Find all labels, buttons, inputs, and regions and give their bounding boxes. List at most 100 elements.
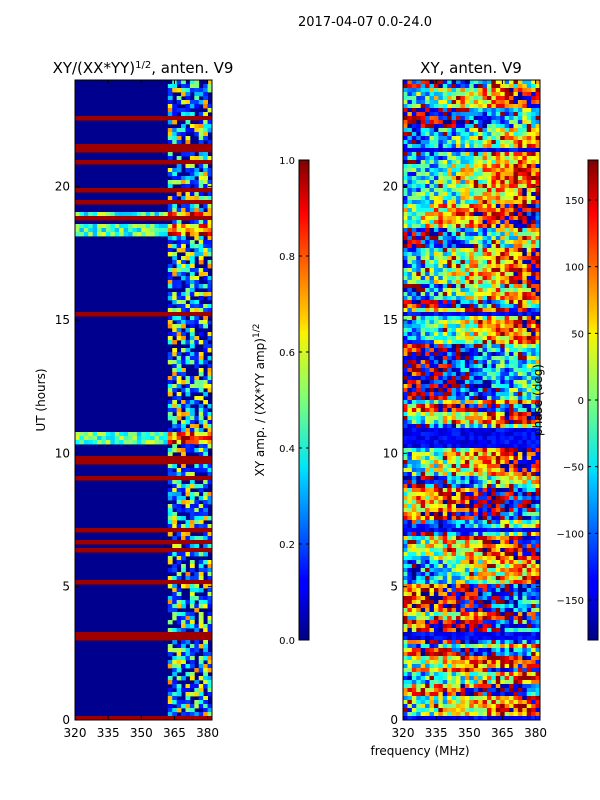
phase-heatmap-cell: [433, 416, 439, 421]
phase-heatmap-cell: [456, 316, 461, 321]
phase-heatmap-cell: [500, 172, 506, 177]
amplitude-heatmap-cell: [132, 632, 138, 637]
amplitude-heatmap-cell: [154, 636, 160, 641]
phase-heatmap-cell: [447, 300, 453, 305]
phase-heatmap-cell: [420, 408, 426, 413]
amplitude-heatmap-cell: [141, 312, 147, 317]
phase-heatmap-cell: [451, 324, 457, 329]
phase-heatmap-cell: [456, 308, 461, 313]
amplitude-heatmap-cell: [198, 260, 204, 265]
amplitude-heatmap-cell: [176, 228, 182, 233]
phase-heatmap-cell: [416, 120, 422, 125]
phase-heatmap-cell: [407, 472, 413, 477]
phase-heatmap-cell: [478, 280, 483, 285]
phase-heatmap-cell: [464, 248, 470, 253]
phase-heatmap-cell: [491, 488, 497, 493]
phase-heatmap-cell: [482, 328, 488, 333]
phase-heatmap-cell: [429, 208, 435, 213]
amplitude-heatmap-cell: [198, 712, 204, 717]
phase-heatmap-cell: [495, 184, 501, 189]
phase-heatmap-cell: [460, 348, 466, 353]
phase-heatmap-cell: [407, 424, 413, 429]
phase-heatmap-cell: [513, 336, 519, 341]
phase-heatmap-cell: [486, 412, 492, 417]
amplitude-heatmap-cell: [132, 200, 138, 205]
phase-heatmap-cell: [416, 340, 422, 345]
phase-heatmap-cell: [504, 380, 510, 385]
phase-heatmap-cell: [478, 208, 483, 213]
amplitude-heatmap-cell: [141, 188, 147, 193]
phase-heatmap-cell: [438, 252, 444, 257]
phase-heatmap-cell: [513, 468, 519, 473]
phase-heatmap-cell: [433, 232, 439, 237]
phase-heatmap-cell: [407, 388, 413, 393]
phase-heatmap-cell: [420, 100, 426, 105]
amplitude-heatmap-cell: [181, 456, 186, 461]
phase-heatmap-cell: [513, 356, 519, 361]
phase-heatmap-cell: [464, 204, 470, 209]
amplitude-heatmap-cell: [189, 264, 195, 269]
phase-heatmap-cell: [420, 252, 426, 257]
phase-heatmap-cell: [473, 100, 479, 105]
phase-heatmap-cell: [416, 288, 422, 293]
amplitude-heatmap-cell: [172, 268, 178, 273]
amplitude-heatmap-cell: [176, 384, 182, 389]
phase-heatmap-cell: [411, 388, 417, 393]
phase-heatmap-cell: [411, 488, 417, 493]
amplitude-heatmap-cell: [185, 212, 191, 217]
amplitude-heatmap-cell: [194, 80, 200, 85]
amplitude-heatmap-cell: [141, 436, 147, 441]
phase-heatmap-cell: [495, 464, 501, 469]
phase-heatmap-cell: [442, 412, 448, 417]
phase-heatmap-cell: [478, 376, 483, 381]
phase-heatmap-cell: [531, 236, 536, 241]
amplitude-heatmap-cell: [163, 200, 169, 205]
phase-heatmap-cell: [478, 316, 483, 321]
phase-heatmap-cell: [451, 200, 457, 205]
phase-heatmap-cell: [482, 460, 488, 465]
phase-heatmap-cell: [482, 152, 488, 157]
phase-heatmap-cell: [433, 200, 439, 205]
phase-heatmap-cell: [517, 312, 523, 317]
amplitude-heatmap-cell: [198, 164, 204, 169]
phase-heatmap-cell: [522, 476, 528, 481]
amplitude-heatmap-cell: [198, 688, 204, 693]
amplitude-heatmap-cell: [123, 312, 129, 317]
phase-heatmap-cell: [416, 148, 422, 153]
phase-heatmap-cell: [526, 88, 532, 93]
phase-heatmap-cell: [531, 144, 536, 149]
phase-heatmap-cell: [407, 176, 413, 181]
phase-heatmap-cell: [491, 368, 497, 373]
phase-heatmap-cell: [491, 332, 497, 337]
phase-heatmap-cell: [491, 484, 497, 489]
phase-heatmap-cell: [464, 336, 470, 341]
phase-heatmap-cell: [513, 392, 519, 397]
phase-heatmap-cell: [469, 480, 475, 485]
amplitude-heatmap-cell: [167, 608, 173, 613]
amplitude-heatmap-cell: [136, 540, 142, 545]
phase-heatmap-cell: [447, 452, 453, 457]
phase-heatmap-cell: [522, 204, 528, 209]
phase-heatmap-cell: [420, 196, 426, 201]
phase-heatmap-cell: [433, 160, 439, 165]
amplitude-heatmap-cell: [207, 572, 212, 577]
phase-heatmap-cell: [416, 476, 422, 481]
phase-heatmap-cell: [460, 180, 466, 185]
phase-heatmap-cell: [504, 116, 510, 121]
phase-heatmap-cell: [403, 352, 408, 357]
phase-heatmap-cell: [464, 148, 470, 153]
phase-heatmap-cell: [535, 436, 540, 441]
phase-heatmap-cell: [491, 476, 497, 481]
phase-heatmap-cell: [460, 404, 466, 409]
phase-heatmap-cell: [420, 456, 426, 461]
phase-heatmap-cell: [416, 212, 422, 217]
phase-heatmap-cell: [411, 196, 417, 201]
phase-heatmap-cell: [495, 260, 501, 265]
phase-heatmap-cell: [433, 264, 439, 269]
phase-heatmap-cell: [526, 448, 532, 453]
phase-heatmap-cell: [509, 484, 514, 489]
phase-heatmap-cell: [522, 456, 528, 461]
amplitude-heatmap-cell: [203, 104, 208, 109]
phase-heatmap-cell: [416, 128, 422, 133]
amplitude-heatmap-cell: [189, 340, 195, 345]
